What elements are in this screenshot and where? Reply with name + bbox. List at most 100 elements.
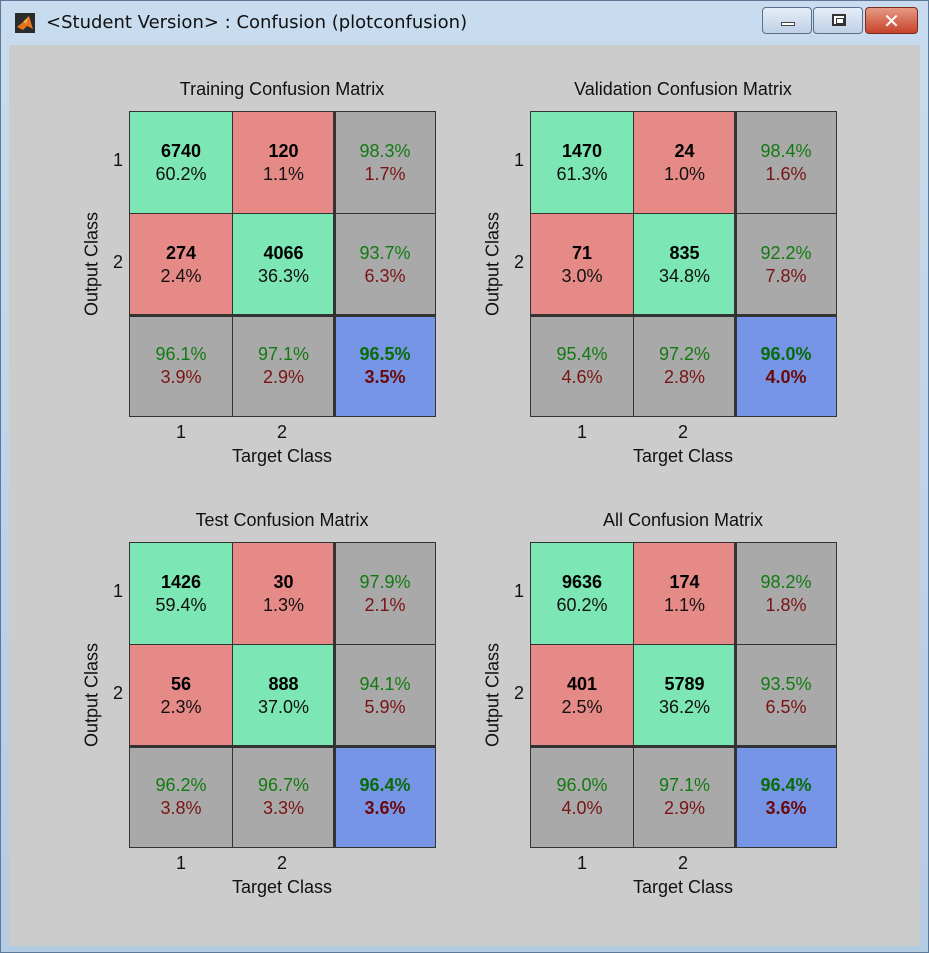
matrix-cell-r2-c2: 835 34.8% [634,214,735,315]
y-tick-label: 2 [514,683,525,703]
cell-primary-value: 4066 [263,242,304,263]
cell-primary-value: 888 [268,673,299,694]
close-button[interactable]: ✕ [865,7,918,34]
cell-primary-value: 835 [669,242,700,263]
cell-primary-value: 95.4% [556,344,608,364]
cell-primary-value: 6740 [160,140,202,161]
cell-primary-value: 97.9% [359,571,411,592]
summary-row-divider [130,745,435,748]
cell-secondary-value: 2.1% [364,594,406,615]
x-axis-label: Target Class [231,877,333,897]
cell-secondary-value: 1.8% [765,594,807,615]
cell-secondary-value: 60.2% [556,594,608,615]
confusion-matrix-grid: 9636 60.2% 174 1.1% 98.2% 1.8% 401 2.5% 5789 36.2… [530,542,837,848]
summary-row-divider [531,745,836,748]
x-tick-label: 1 [175,422,187,442]
matrix-cell-r2-c3: 93.5% 6.5% [736,645,836,746]
cell-secondary-value: 1.0% [663,163,706,184]
cell-primary-value: 56 [170,673,192,694]
cell-primary-value: 96.0% [556,775,608,795]
summary-column-divider [333,112,336,416]
matrix-title: All Confusion Matrix [602,510,764,530]
cell-secondary-value: 36.2% [658,696,711,717]
cell-primary-value: 96.0% [760,344,812,364]
cell-secondary-value: 6.3% [364,265,406,286]
cell-primary-value: 98.2% [760,571,812,592]
cell-secondary-value: 4.0% [561,798,603,818]
matrix-cell-r1-c1: 6740 60.2% [130,112,232,213]
y-axis-label: Output Class [81,642,102,748]
matrix-title: Test Confusion Matrix [195,510,369,530]
cell-secondary-value: 1.1% [262,163,305,184]
y-axis-label: Output Class [482,642,503,748]
y-tick-label: 2 [113,683,124,703]
minimize-button[interactable] [762,7,812,34]
matrix-cell-r1-c1: 1426 59.4% [130,543,232,644]
x-tick-label: 2 [677,422,689,442]
cell-secondary-value: 3.9% [160,367,202,387]
y-tick-label: 1 [514,150,525,170]
matrix-cell-r1-c3: 97.9% 2.1% [335,543,435,644]
cell-primary-value: 93.7% [359,242,411,263]
confusion-matrix-grid: 6740 60.2% 120 1.1% 98.3% 1.7% 274 2.4% 4066 36.3… [129,111,436,417]
y-tick-label: 1 [113,581,124,601]
matrix-cell-r2-c3: 93.7% 6.3% [335,214,435,315]
figure-area: Training Confusion Matrix 6740 60.2% 120 1.1… [9,45,920,946]
summary-column-divider [333,543,336,847]
x-tick-label: 2 [276,853,288,873]
cell-primary-value: 98.4% [760,140,812,161]
cell-secondary-value: 2.9% [663,798,706,818]
cell-primary-value: 96.2% [155,775,207,795]
x-axis-label: Target Class [632,877,734,897]
matrix-cell-r2-c1: 71 3.0% [531,214,633,315]
matrix-cell-r1-c2: 174 1.1% [634,543,735,644]
close-icon: ✕ [883,9,900,33]
x-axis-label: Target Class [231,446,333,466]
y-axis-label: Output Class [482,211,503,317]
matrix-cell-r1-c3: 98.3% 1.7% [335,112,435,213]
matrix-cell-r3-c1: 96.0% 4.0% [531,747,633,847]
matrix-cell-r3-c1: 96.2% 3.8% [130,747,232,847]
maximize-button[interactable] [813,7,863,34]
cell-secondary-value: 4.0% [765,367,807,387]
cell-secondary-value: 1.6% [765,163,807,184]
matlab-icon [15,13,35,33]
matrix-cell-r2-c1: 56 2.3% [130,645,232,746]
cell-secondary-value: 7.8% [765,265,807,286]
matrix-cell-r1-c2: 120 1.1% [233,112,334,213]
cell-secondary-value: 3.5% [364,367,406,387]
cell-primary-value: 96.1% [155,344,207,364]
cell-primary-value: 93.5% [760,673,812,694]
cell-primary-value: 5789 [664,673,705,694]
cell-secondary-value: 61.3% [556,163,608,184]
cell-primary-value: 96.4% [760,775,812,795]
x-tick-label: 2 [276,422,288,442]
title-bar[interactable]: <Student Version> : Confusion (plotconfu… [1,1,928,45]
matrix-cell-r3-c3: 96.4% 3.6% [736,747,836,847]
summary-row-divider [130,314,435,317]
matrix-cell-r2-c2: 888 37.0% [233,645,334,746]
cell-secondary-value: 5.9% [364,696,406,717]
cell-secondary-value: 3.6% [765,798,807,818]
cell-secondary-value: 3.3% [262,798,305,818]
matrix-cell-r1-c3: 98.2% 1.8% [736,543,836,644]
y-axis-label: Output Class [81,211,102,317]
cell-primary-value: 96.7% [257,775,310,795]
x-tick-label: 2 [677,853,689,873]
cell-primary-value: 30 [273,571,294,592]
matrix-cell-r1-c3: 98.4% 1.6% [736,112,836,213]
cell-secondary-value: 36.3% [257,265,310,286]
matrix-title: Validation Confusion Matrix [574,79,792,99]
matrix-cell-r3-c2: 96.7% 3.3% [233,747,334,847]
cell-secondary-value: 3.6% [364,798,406,818]
matrix-cell-r2-c2: 4066 36.3% [233,214,334,315]
matrix-cell-r2-c3: 92.2% 7.8% [736,214,836,315]
summary-column-divider [734,543,737,847]
y-tick-label: 2 [514,252,525,272]
cell-secondary-value: 2.9% [262,367,305,387]
cell-secondary-value: 1.7% [364,163,406,184]
matrix-cell-r3-c3: 96.5% 3.5% [335,316,435,416]
matrix-cell-r2-c2: 5789 36.2% [634,645,735,746]
cell-secondary-value: 2.3% [160,696,202,717]
